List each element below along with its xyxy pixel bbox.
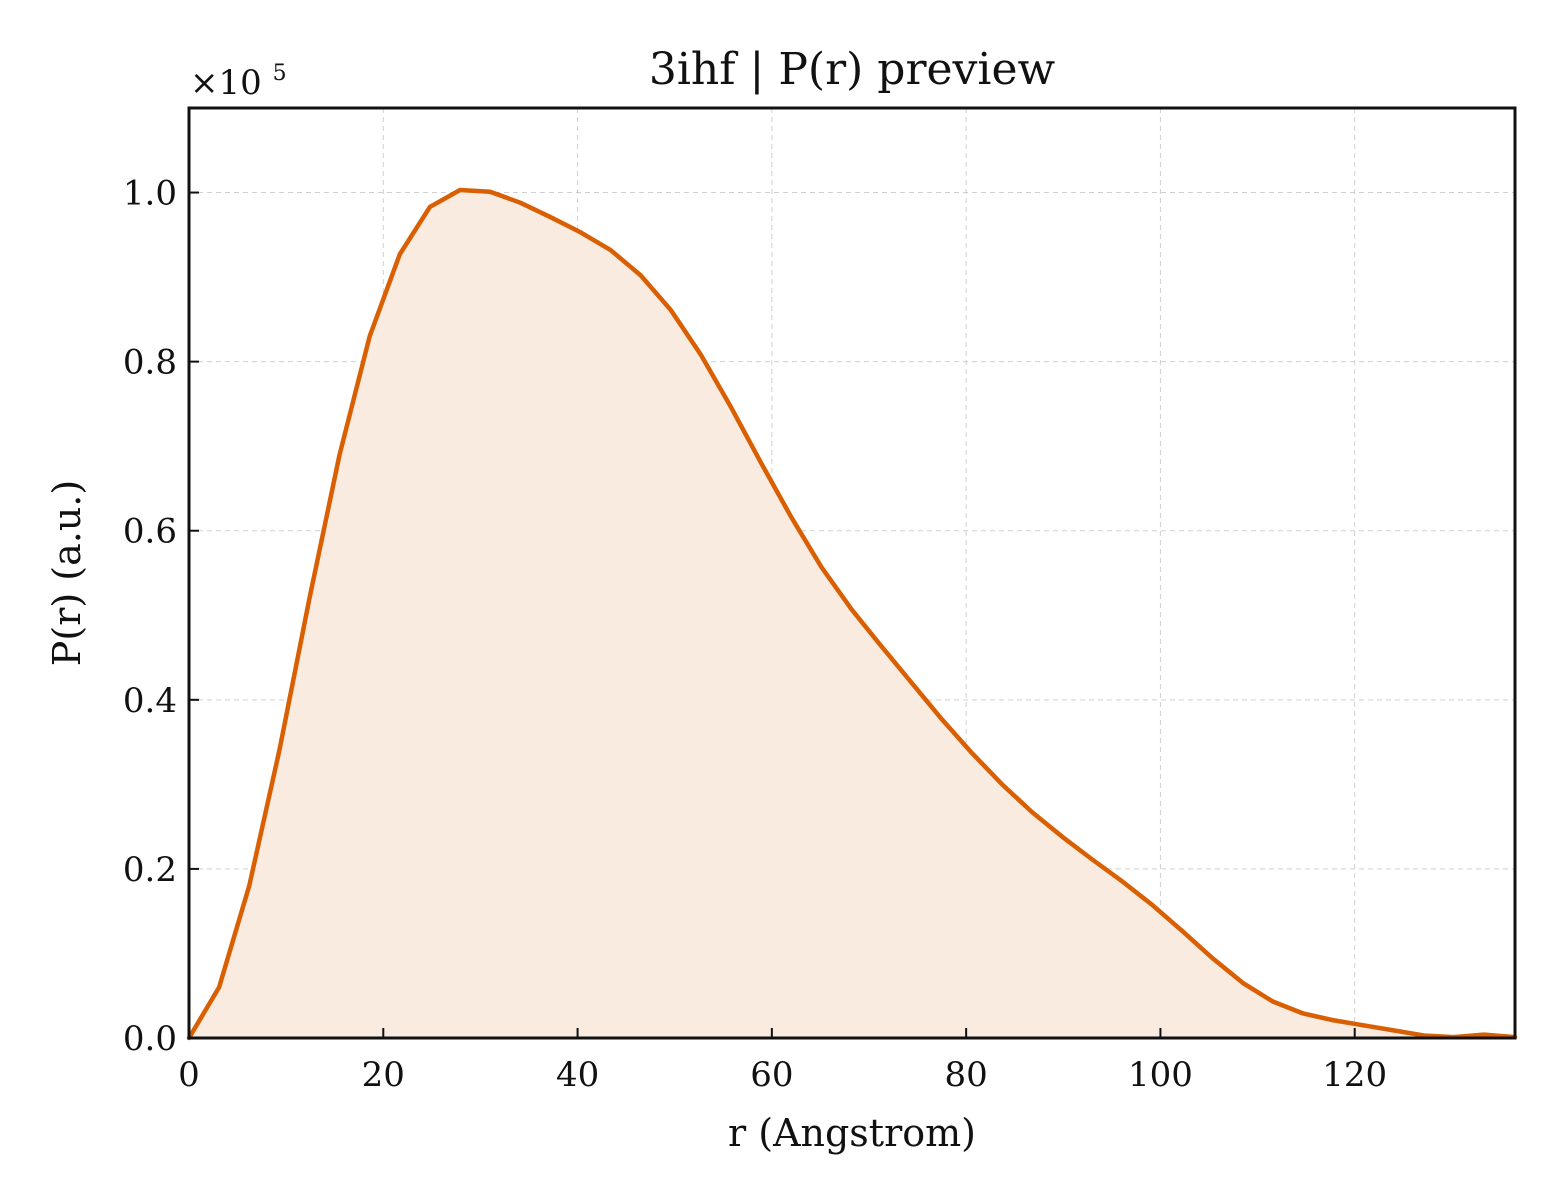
y-tick-label: 0.4 (123, 681, 177, 721)
x-axis-ticks: 0 20 40 60 80 100 120 (178, 1028, 1387, 1095)
y-tick-label: 1.0 (123, 174, 177, 214)
y-axis-ticks: 0.0 0.2 0.4 0.6 0.8 1.0 (123, 174, 199, 1059)
y-tick-label: 0.8 (123, 343, 177, 383)
x-axis-label: r (Angstrom) (728, 1111, 976, 1155)
y-offset-exponent: 5 (273, 61, 287, 86)
chart-title: 3ihf | P(r) preview (649, 44, 1056, 95)
y-axis-label: P(r) (a.u.) (45, 480, 89, 666)
y-tick-label: 0.2 (123, 850, 177, 890)
pr-series-line (186, 187, 1518, 1041)
x-tick-label: 80 (945, 1055, 988, 1095)
x-tick-label: 60 (750, 1055, 793, 1095)
x-tick-label: 100 (1128, 1055, 1193, 1095)
y-tick-label: 0.0 (123, 1019, 177, 1059)
plot-frame (187, 106, 1517, 1040)
y-offset-label: ×10 5 (190, 61, 287, 103)
x-tick-label: 120 (1322, 1055, 1387, 1095)
x-tick-label: 40 (556, 1055, 599, 1095)
y-offset-base: ×10 (190, 63, 262, 103)
x-tick-label: 0 (178, 1055, 200, 1095)
x-tick-label: 20 (362, 1055, 405, 1095)
y-tick-label: 0.6 (123, 512, 177, 552)
pr-area-fill (189, 190, 1515, 1038)
